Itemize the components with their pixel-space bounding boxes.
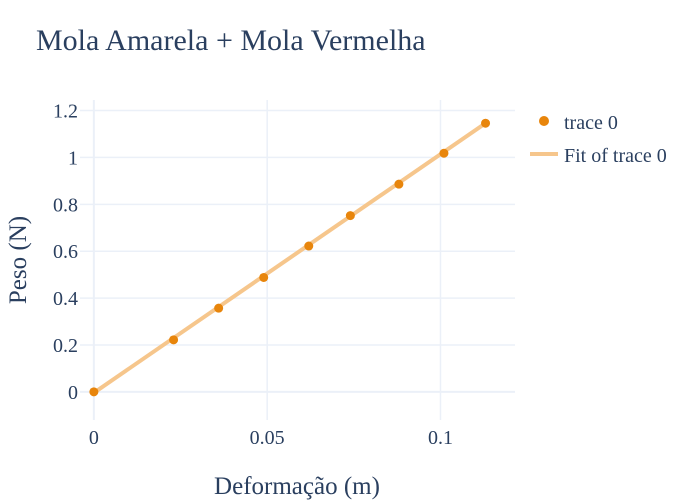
chart-title: Mola Amarela + Mola Vermelha bbox=[36, 24, 426, 57]
y-tick-label: 1 bbox=[68, 147, 78, 169]
data-point bbox=[345, 211, 355, 221]
data-point bbox=[394, 179, 404, 189]
x-tick-label: 0.1 bbox=[428, 427, 453, 449]
data-point bbox=[304, 241, 314, 251]
data-point bbox=[214, 303, 224, 313]
data-point bbox=[481, 118, 491, 128]
y-tick-label: 1.2 bbox=[53, 101, 78, 123]
x-axis-title: Deformação (m) bbox=[214, 473, 380, 500]
tick-labels: 0 0.05 0.1 0 0.2 0.4 0.6 0.8 1 1.2 bbox=[53, 101, 453, 449]
y-tick-label: 0.2 bbox=[53, 335, 78, 357]
data-point bbox=[169, 335, 179, 345]
y-axis-title: Peso (N) bbox=[5, 216, 32, 304]
data-point bbox=[439, 148, 449, 158]
legend-marker-icon bbox=[539, 116, 549, 126]
plot-area bbox=[89, 118, 491, 397]
x-tick-label: 0.05 bbox=[250, 427, 285, 449]
legend-item-trace-0[interactable]: trace 0 bbox=[539, 112, 618, 134]
y-tick-label: 0 bbox=[68, 382, 78, 404]
y-tick-label: 0.8 bbox=[53, 194, 78, 216]
x-tick-label: 0 bbox=[89, 427, 99, 449]
legend-label-fit: Fit of trace 0 bbox=[564, 145, 667, 167]
legend-item-fit[interactable]: Fit of trace 0 bbox=[530, 145, 667, 167]
data-point bbox=[259, 272, 269, 282]
data-point bbox=[89, 387, 99, 397]
legend-label-trace-0: trace 0 bbox=[564, 112, 618, 134]
fit-line bbox=[92, 121, 487, 395]
y-tick-label: 0.6 bbox=[53, 241, 78, 263]
legend[interactable]: trace 0 Fit of trace 0 bbox=[530, 112, 667, 167]
y-tick-label: 0.4 bbox=[53, 288, 78, 310]
